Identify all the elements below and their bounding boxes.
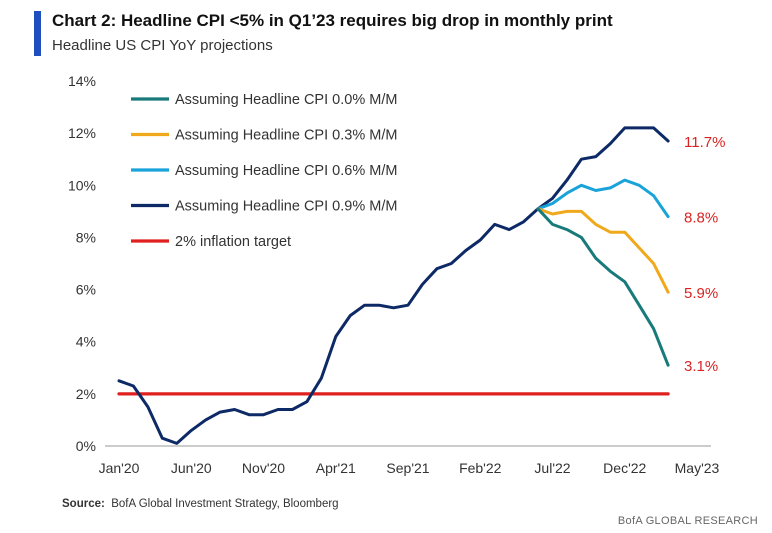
x-tick-label: Apr'21 [316,460,356,476]
series-line [536,178,670,219]
end-value-label: 11.7% [684,134,725,151]
end-value-label: 3.1% [684,358,718,375]
source-text: BofA Global Investment Strategy, Bloombe… [111,498,339,510]
end-value-label: 5.9% [684,285,718,302]
series-line [536,207,670,367]
y-tick-label: 2% [76,386,96,402]
source-label: Source: [62,498,105,510]
y-tick-label: 4% [76,334,96,350]
legend-label: 2% inflation target [175,234,291,250]
chart-title: Chart 2: Headline CPI <5% in Q1’23 requi… [52,11,613,30]
x-tick-label: Jan'20 [99,460,140,476]
end-value-label: 8.8% [684,210,718,227]
x-tick-label: Feb'22 [459,460,502,476]
series-lines [117,126,670,445]
x-tick-label: Nov'20 [242,460,285,476]
legend-label: Assuming Headline CPI 0.9% M/M [175,199,397,215]
source-note: Source: BofA Global Investment Strategy,… [62,498,339,510]
y-tick-label: 14% [68,73,96,89]
chart-legend: Assuming Headline CPI 0.0% M/M Assuming H… [131,92,397,250]
x-tick-label: Jul'22 [534,460,570,476]
series-line [117,126,670,445]
chart-subtitle: Headline US CPI YoY projections [52,37,273,54]
x-tick-label: Jun'20 [171,460,212,476]
x-tick-label: May'23 [675,460,720,476]
series-line [536,207,670,294]
end-labels: 11.7% 8.8% 5.9% 3.1% [684,134,725,375]
legend-label: Assuming Headline CPI 0.3% M/M [175,128,397,144]
legend-label: Assuming Headline CPI 0.0% M/M [175,92,397,108]
y-tick-label: 12% [68,125,96,141]
chart-axes: 0% 2% 4% 6% 8% 10% 12% 14% Jan'20 Jun'20 Nov'20 Apr… [68,73,720,476]
y-tick-label: 8% [76,229,96,245]
research-credit: BofA GLOBAL RESEARCH [617,515,758,527]
y-tick-label: 0% [76,438,96,454]
title-accent-bar [34,11,41,56]
x-tick-label: Sep'21 [386,460,429,476]
y-tick-label: 6% [76,282,96,298]
x-tick-label: Dec'22 [603,460,646,476]
y-tick-label: 10% [68,177,96,193]
legend-label: Assuming Headline CPI 0.6% M/M [175,163,397,179]
